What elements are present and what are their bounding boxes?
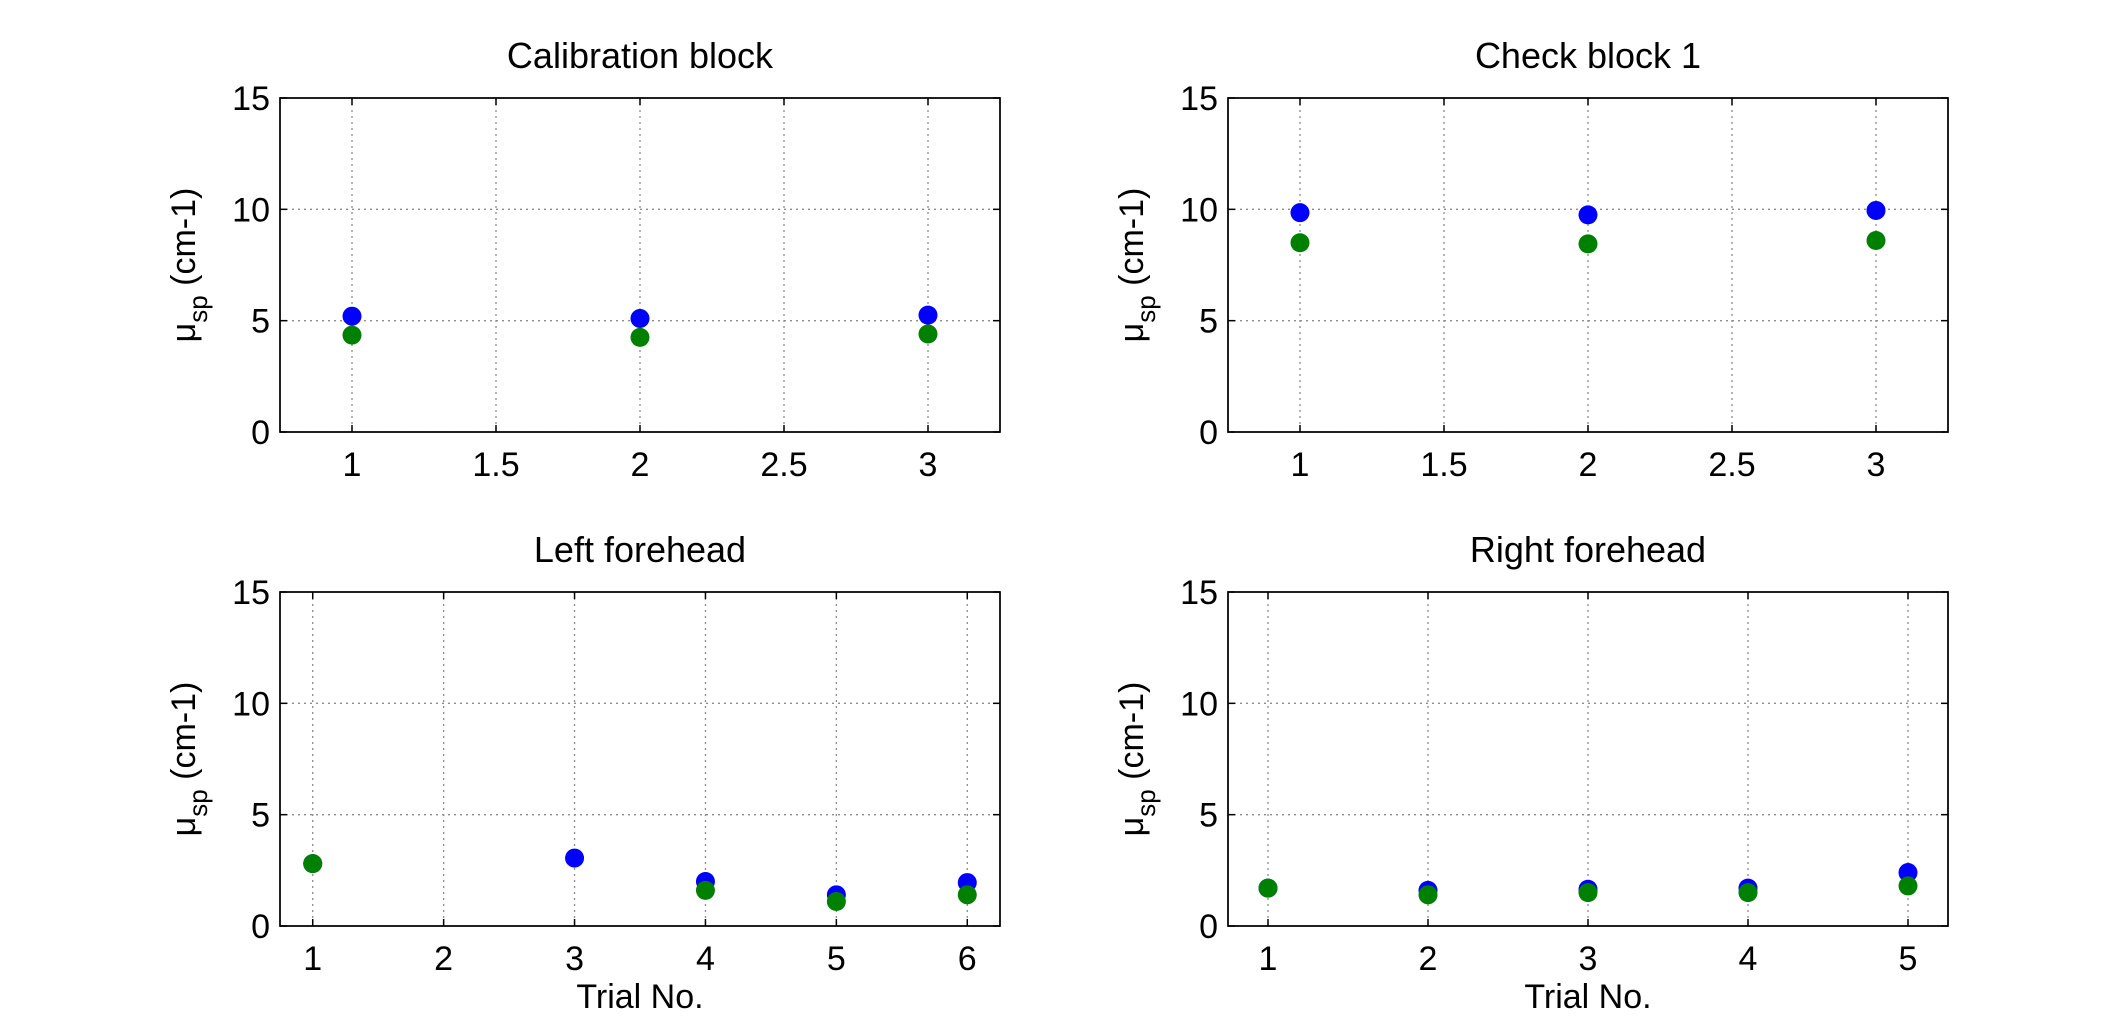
- series-2: [1258, 876, 1918, 905]
- data-point: [630, 327, 650, 347]
- y-tick-label: 15: [232, 574, 270, 612]
- y-axis-label: μsp (cm-1): [165, 188, 213, 343]
- x-tick-label: 1.5: [472, 446, 519, 484]
- y-axis-label-symbol: μ: [165, 323, 203, 343]
- y-tick-label: 10: [232, 685, 270, 723]
- y-axis-label-unit: (cm-1): [165, 682, 203, 790]
- y-tick-label: 10: [232, 191, 270, 229]
- data-point: [918, 324, 938, 344]
- x-tick-label: 3: [1579, 940, 1598, 978]
- x-tick-label: 2.5: [1708, 446, 1755, 484]
- y-axis-label: μsp (cm-1): [165, 682, 213, 837]
- x-tick-label: 2: [434, 940, 453, 978]
- x-tick-label: 1: [303, 940, 322, 978]
- y-tick-label: 15: [1180, 574, 1218, 612]
- data-point: [1898, 876, 1918, 896]
- data-point: [303, 854, 323, 874]
- data-point: [1898, 863, 1918, 883]
- y-axis-label-unit: (cm-1): [1113, 188, 1151, 296]
- x-tick-label: 1: [1259, 940, 1278, 978]
- axes-box: [279, 591, 1001, 927]
- x-tick-label: 1: [1291, 446, 1310, 484]
- data-point: [1866, 231, 1886, 251]
- data-point: [1418, 885, 1438, 905]
- x-axis-label: Trial No.: [1524, 978, 1651, 1016]
- data-point: [1258, 878, 1278, 898]
- data-point: [1738, 883, 1758, 903]
- data-point: [565, 848, 585, 868]
- data-point: [1290, 233, 1310, 253]
- panel-title: Right forehead: [1470, 529, 1706, 570]
- series-1: [1290, 200, 1886, 225]
- y-axis-label-symbol: μ: [1113, 817, 1151, 837]
- panel-1: 1 1.5 2 2.5 3 0 5 10 15 Calibration block μsp (cm-…: [165, 35, 1001, 484]
- y-axis-label-symbol: μ: [165, 817, 203, 837]
- data-point: [1578, 205, 1598, 225]
- y-axis-label-subscript: sp: [1131, 295, 1161, 322]
- x-tick-label: 5: [1899, 940, 1918, 978]
- panel-title: Calibration block: [507, 35, 774, 76]
- y-tick-label: 15: [232, 80, 270, 118]
- x-tick-label: 1: [343, 446, 362, 484]
- y-tick-label: 5: [1199, 797, 1218, 835]
- y-tick-label: 5: [251, 303, 270, 341]
- data-point: [1578, 883, 1598, 903]
- y-axis-label-unit: (cm-1): [1113, 682, 1151, 790]
- series-2: [303, 854, 977, 912]
- axes-border: [279, 591, 1001, 927]
- y-tick-label: 0: [251, 908, 270, 946]
- data-point: [1866, 200, 1886, 220]
- series-2: [342, 324, 938, 347]
- x-tick-label: 2: [631, 446, 650, 484]
- x-tick-label: 4: [696, 940, 715, 978]
- y-tick-label: 15: [1180, 80, 1218, 118]
- x-tick-label: 2.5: [760, 446, 807, 484]
- x-tick-label: 6: [958, 940, 977, 978]
- data-point: [630, 308, 650, 328]
- y-tick-label: 5: [1199, 303, 1218, 341]
- data-point: [695, 880, 715, 900]
- y-tick-label: 5: [251, 797, 270, 835]
- y-axis-label-unit: (cm-1): [165, 188, 203, 296]
- panel-title: Left forehead: [534, 529, 746, 570]
- x-tick-label: 3: [565, 940, 584, 978]
- panel-4: 1 2 3 4 5 0 5 10 15 Right forehead μsp (cm-1) Trial…: [1113, 529, 1949, 1016]
- panel-2: 1 1.5 2 2.5 3 0 5 10 15 Check block 1 μsp (cm-1): [1113, 35, 1949, 484]
- series-2: [1290, 231, 1886, 254]
- data-point: [826, 892, 846, 912]
- x-tick-label: 3: [919, 446, 938, 484]
- y-tick-label: 10: [1180, 191, 1218, 229]
- data-point: [1290, 203, 1310, 223]
- x-tick-label: 2: [1579, 446, 1598, 484]
- y-axis-label: μsp (cm-1): [1113, 188, 1161, 343]
- series-1: [342, 305, 938, 328]
- y-axis-label-subscript: sp: [183, 295, 213, 322]
- y-axis-label: μsp (cm-1): [1113, 682, 1161, 837]
- data-point: [918, 305, 938, 325]
- y-tick-label: 10: [1180, 685, 1218, 723]
- x-tick-label: 2: [1419, 940, 1438, 978]
- data-point: [1578, 234, 1598, 254]
- y-tick-label: 0: [1199, 908, 1218, 946]
- x-tick-label: 1.5: [1420, 446, 1467, 484]
- y-tick-label: 0: [251, 414, 270, 452]
- x-tick-label: 4: [1739, 940, 1758, 978]
- y-axis-label-subscript: sp: [1131, 789, 1161, 816]
- y-axis-label-subscript: sp: [183, 789, 213, 816]
- panel-3: 1 2 3 4 5 6 0 5 10 15 Left forehead μsp (cm-1) Trial…: [165, 529, 1001, 1016]
- panel-title: Check block 1: [1475, 35, 1701, 76]
- data-point: [342, 306, 362, 326]
- x-tick-label: 3: [1867, 446, 1886, 484]
- data-point: [342, 325, 362, 345]
- y-axis-label-symbol: μ: [1113, 323, 1151, 343]
- x-tick-label: 5: [827, 940, 846, 978]
- y-tick-label: 0: [1199, 414, 1218, 452]
- x-axis-label: Trial No.: [576, 978, 703, 1016]
- data-point: [957, 885, 977, 905]
